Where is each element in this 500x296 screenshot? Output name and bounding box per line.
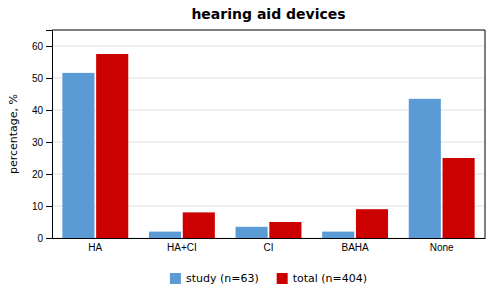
tick-label: 10 bbox=[32, 201, 44, 212]
bars bbox=[62, 54, 474, 238]
tick-label: CI bbox=[264, 242, 274, 253]
tick: 20 bbox=[32, 169, 52, 180]
bar bbox=[149, 232, 181, 238]
axis-line bbox=[53, 238, 486, 239]
title: hearing aid devices bbox=[191, 6, 345, 22]
axis-line bbox=[46, 31, 53, 239]
tick: None bbox=[430, 242, 454, 253]
tick-label: 30 bbox=[32, 137, 44, 148]
tick-label: 50 bbox=[32, 73, 44, 84]
tick: 60 bbox=[32, 41, 52, 52]
tick: HA bbox=[88, 242, 102, 253]
frame bbox=[485, 30, 486, 238]
bar bbox=[443, 158, 475, 238]
bar bbox=[322, 232, 354, 238]
bar bbox=[356, 209, 388, 238]
bar bbox=[62, 73, 94, 238]
bar bbox=[409, 99, 441, 238]
tick: 30 bbox=[32, 137, 52, 148]
series bbox=[96, 54, 475, 238]
tick-label: 60 bbox=[32, 41, 44, 52]
legend: study (n=63) total (n=404) bbox=[170, 272, 367, 285]
tick-mark bbox=[46, 46, 52, 47]
legend-label: study (n=63) bbox=[186, 272, 259, 285]
bar bbox=[236, 227, 268, 238]
tick-mark bbox=[46, 174, 52, 175]
tick: BAHA bbox=[341, 242, 369, 253]
tick: 10 bbox=[32, 201, 52, 212]
legend-swatch bbox=[170, 273, 181, 284]
tick-mark bbox=[46, 142, 52, 143]
tick: 40 bbox=[32, 105, 52, 116]
bar bbox=[183, 212, 215, 238]
tick-label: 40 bbox=[32, 105, 44, 116]
tick-label: BAHA bbox=[341, 242, 369, 253]
tick-label: HA bbox=[88, 242, 102, 253]
tick-label: 0 bbox=[37, 233, 43, 244]
legend-item: study (n=63) bbox=[170, 272, 259, 285]
tick-label: None bbox=[430, 242, 454, 253]
tick: 0 bbox=[37, 233, 52, 244]
legend-label: total (n=404) bbox=[293, 272, 367, 285]
legend-swatch bbox=[277, 273, 288, 284]
grid-line bbox=[52, 46, 485, 47]
tick-mark bbox=[46, 78, 52, 79]
tick-mark bbox=[46, 206, 52, 207]
x-axis: HA HA+CI CI BAHA None bbox=[53, 239, 486, 254]
plot: 0 10 20 30 40 50 60 HA HA+CI CI BAHA None bbox=[32, 30, 486, 253]
tick: HA+CI bbox=[167, 242, 197, 253]
tick: CI bbox=[264, 242, 274, 253]
bar bbox=[269, 222, 301, 238]
grid bbox=[52, 46, 485, 238]
frame bbox=[52, 30, 485, 31]
tick-mark bbox=[46, 238, 52, 239]
bar bbox=[96, 54, 128, 238]
y-axis-title: percentage, % bbox=[7, 94, 20, 174]
tick-mark bbox=[46, 110, 52, 111]
tick-label: HA+CI bbox=[167, 242, 197, 253]
chart: 0 10 20 30 40 50 60 HA HA+CI CI BAHA None hearing ai… bbox=[0, 0, 500, 296]
tick-label: 20 bbox=[32, 169, 44, 180]
y-axis: 0 10 20 30 40 50 60 bbox=[32, 31, 53, 244]
tick: 50 bbox=[32, 73, 52, 84]
legend-item: total (n=404) bbox=[277, 272, 367, 285]
